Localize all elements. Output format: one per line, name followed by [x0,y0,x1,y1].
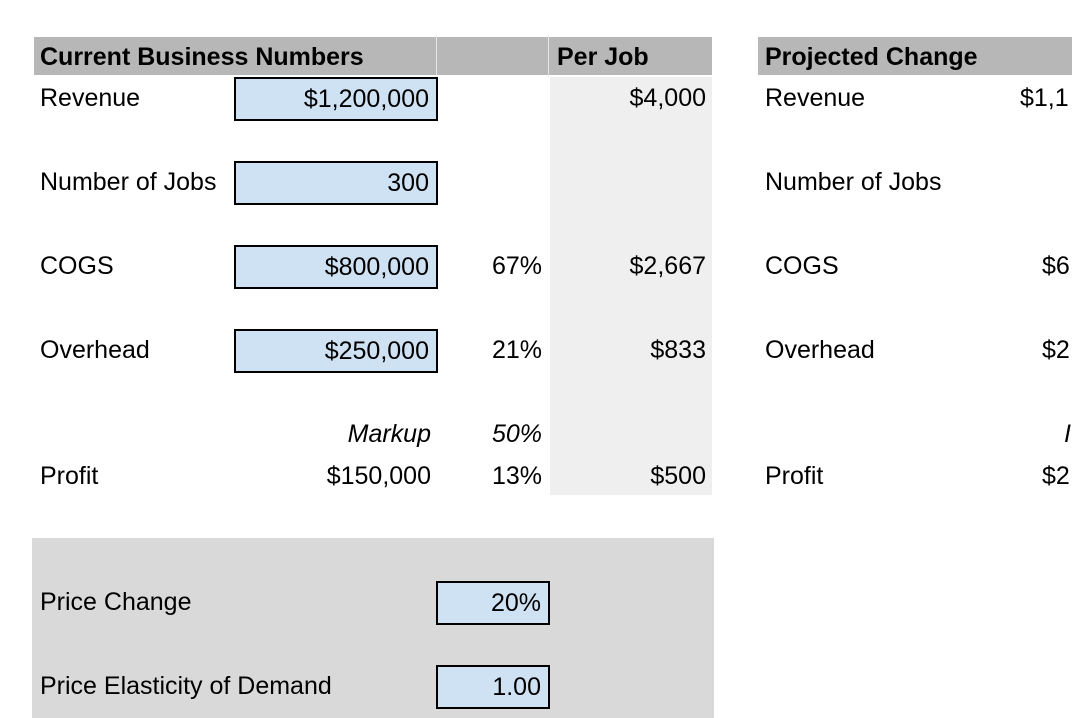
projected-profit-value: $2 [1042,462,1070,490]
revenue-input[interactable]: $1,200,000 [234,77,438,121]
profit-percent: 13% [491,462,542,490]
profit-per-job: $500 [650,462,706,490]
projected-revenue-value: $1,1 [1020,84,1069,112]
cogs-percent: 67% [491,252,542,280]
overhead-per-job: $833 [650,336,706,364]
gridline [548,35,549,77]
cogs-label: COGS [40,252,114,280]
overhead-input[interactable]: $250,000 [234,329,438,373]
revenue-per-job: $4,000 [629,84,706,112]
scenario-input-panel [32,538,714,718]
projected-overhead-value: $2 [1042,336,1070,364]
projected-profit-label: Profit [765,462,824,490]
markup-percent: 50% [491,420,542,448]
projected-revenue-label: Revenue [765,84,866,112]
projected-overhead-label: Overhead [765,336,875,364]
projected-jobs-label: Number of Jobs [765,168,942,196]
projected-markup-value: I [1064,420,1071,448]
current-section-header: Current Business Numbers [40,43,364,71]
gridline [436,35,437,77]
elasticity-input[interactable]: 1.00 [436,665,550,709]
per-job-header: Per Job [557,43,649,71]
elasticity-label: Price Elasticity of Demand [40,672,332,700]
profit-label: Profit [40,462,99,490]
profit-value: $150,000 [326,462,431,490]
cogs-per-job: $2,667 [629,252,706,280]
projected-cogs-label: COGS [765,252,839,280]
current-header-bar [34,37,712,75]
price-change-input[interactable]: 20% [436,581,550,625]
revenue-label: Revenue [40,84,141,112]
per-job-column [550,77,712,495]
price-change-label: Price Change [40,588,192,616]
cogs-input[interactable]: $800,000 [234,245,438,289]
jobs-input[interactable]: 300 [234,161,438,205]
overhead-percent: 21% [491,336,542,364]
jobs-label: Number of Jobs [40,168,217,196]
projected-section-header: Projected Change [765,43,978,71]
markup-label: Markup [347,420,431,448]
overhead-label: Overhead [40,336,150,364]
projected-header-bar [758,37,1072,75]
projected-cogs-value: $6 [1042,252,1070,280]
